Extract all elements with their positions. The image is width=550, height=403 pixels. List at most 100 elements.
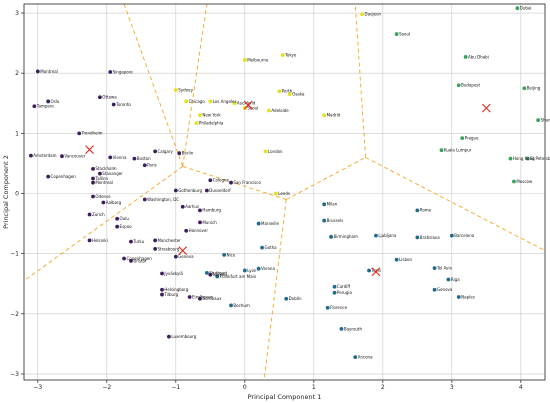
point-label: Milan (327, 202, 338, 207)
point-label: Aarhus (185, 204, 199, 209)
data-point (198, 113, 202, 118)
boundary-line (365, 157, 546, 252)
point-label: Hong Kong (513, 156, 535, 161)
point-label: St Petersburg (530, 156, 550, 161)
point-label: Cologne (213, 178, 230, 183)
point-label: Los Angeles (213, 99, 237, 104)
point-label: Helsingborg (164, 287, 188, 292)
data-point (153, 149, 158, 154)
data-point (242, 268, 247, 273)
centroid-marker (243, 100, 253, 110)
data-point (263, 149, 268, 154)
data-point (277, 89, 282, 94)
data-point (229, 303, 233, 308)
point-label: Moscow (516, 179, 533, 184)
boundary-line (263, 199, 287, 381)
point-label: Adelaide (271, 108, 289, 113)
point-label: Zurich (92, 212, 105, 217)
x-axis-title: Principal Component 1 (248, 393, 322, 401)
data-point (91, 180, 95, 185)
point-label: Bayreuth (344, 326, 363, 331)
point-label: Montreal (40, 69, 58, 74)
point-label: San Francisco (233, 180, 261, 185)
point-label: Budapest (461, 83, 480, 88)
x-tick-label: 4 (519, 384, 523, 391)
point-label: Amsterdam (33, 153, 56, 158)
point-label: Bochum (233, 303, 249, 308)
point-label: Bratislava (420, 235, 441, 240)
point-label: Tokyo (284, 53, 297, 58)
data-point (35, 69, 40, 74)
centroid-stroke (178, 246, 188, 256)
point-label: Ljubljana (378, 233, 397, 238)
point-label: Tilburg (163, 292, 178, 297)
data-point (129, 258, 133, 263)
point-label: Bristol (133, 258, 146, 263)
point-label: Stockholm (95, 166, 116, 171)
point-label: Perth (282, 89, 293, 94)
point-label: Brussels (327, 218, 344, 223)
data-point (512, 179, 516, 184)
boundary-line (23, 166, 183, 282)
centroid-stroke (481, 103, 491, 113)
data-point (415, 208, 420, 213)
centroid-marker (481, 103, 491, 113)
point-label: Frankfurt am Main (220, 274, 257, 279)
data-point (332, 290, 337, 295)
data-point (329, 234, 333, 239)
data-point (222, 252, 227, 257)
point-label: Philadelphia (199, 121, 224, 126)
data-points (29, 6, 540, 360)
centroid-marker (178, 246, 188, 256)
y-axis-title: Principal Component 2 (2, 155, 10, 229)
centroid-stroke (371, 267, 381, 277)
point-label: Dusseldorf (209, 188, 231, 193)
data-point (267, 108, 271, 113)
point-label: Ancona (358, 355, 373, 360)
point-label: Espoo (120, 224, 133, 229)
point-label: Seoul (247, 105, 258, 110)
point-label: Jyväskylä (163, 271, 183, 276)
data-point (129, 239, 133, 244)
y-tick-label: 2 (15, 70, 19, 77)
data-point (256, 221, 261, 226)
data-point (87, 238, 92, 243)
data-point (91, 176, 95, 181)
data-point (432, 266, 437, 271)
data-point (115, 216, 120, 221)
point-label: Vancouver (64, 154, 85, 159)
point-label: Rome (420, 208, 432, 213)
boundary-line (123, 3, 184, 167)
data-point (204, 271, 209, 275)
point-label: Copenhagen (126, 256, 152, 261)
point-label: Tel Aviv (436, 266, 453, 271)
point-label: Bordeaux (202, 296, 222, 301)
data-point (173, 88, 178, 92)
point-label: Washington, DC (147, 197, 179, 202)
data-point (184, 99, 189, 104)
data-point (280, 53, 285, 58)
point-label: Perugia (337, 290, 353, 295)
point-label: Vienna (113, 155, 127, 160)
data-point (415, 235, 420, 240)
data-point (198, 220, 202, 225)
data-point (394, 32, 399, 36)
point-label: Munich (202, 220, 217, 225)
point-label: London (268, 149, 283, 154)
point-label: Lisbon (399, 257, 412, 262)
x-tick-label: −1 (171, 384, 180, 391)
data-point (184, 228, 189, 233)
point-label: Turku (132, 239, 144, 244)
point-label: Kuala Lumpur (444, 148, 472, 153)
data-point (463, 55, 468, 59)
data-point (29, 153, 33, 158)
point-label: Cardiff (337, 284, 350, 289)
point-label: Nice (227, 252, 236, 257)
point-label: Calgary (158, 149, 174, 154)
x-tick-label: 1 (312, 384, 316, 391)
y-tick-label: 3 (15, 10, 19, 17)
data-point (132, 156, 137, 161)
data-point (260, 245, 264, 250)
data-point (122, 256, 126, 261)
point-label: Eindhoven (192, 294, 214, 299)
